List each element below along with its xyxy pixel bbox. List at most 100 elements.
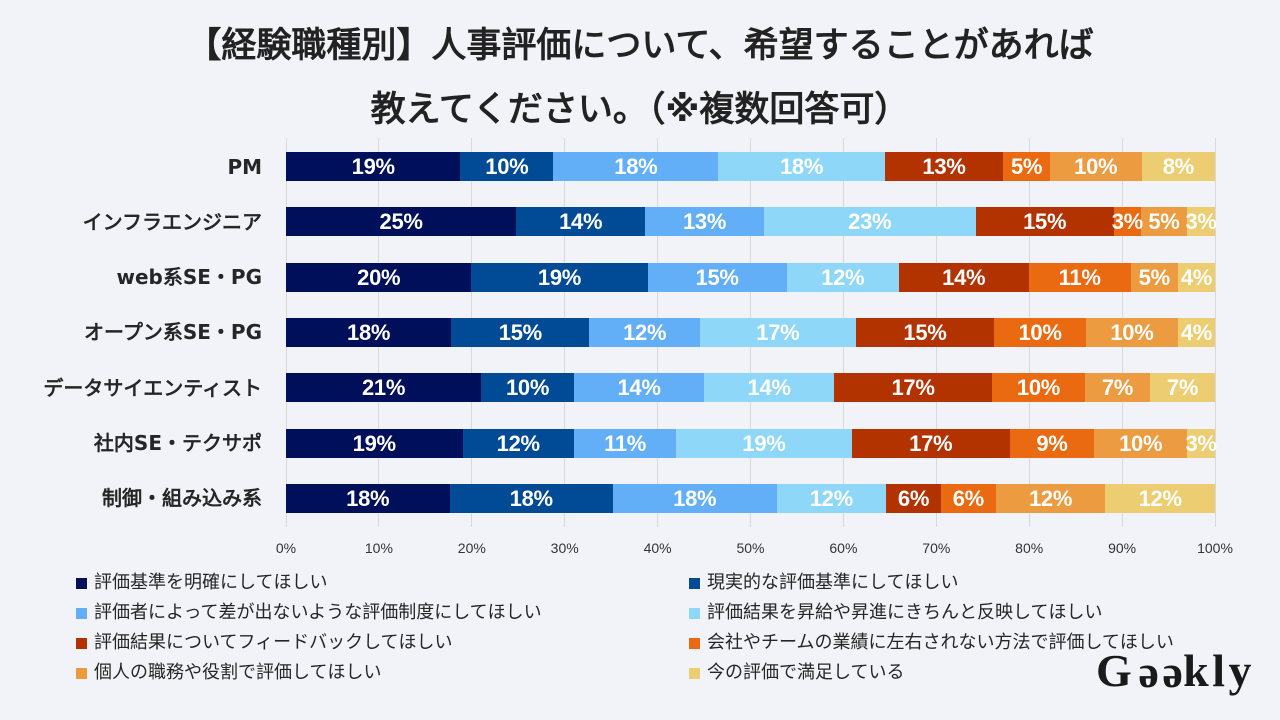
legend-swatch [689, 637, 700, 649]
legend-label: 評価結果を昇給や昇進にきちんと反映してほしい [707, 602, 1103, 623]
data-label: 19% [351, 154, 395, 179]
bar-segment [286, 207, 517, 237]
data-label: 14% [617, 375, 661, 401]
chart-title-line-2: 教えてください。（※複数回答可） [370, 90, 910, 130]
bar-segment [1113, 207, 1141, 237]
logo-letter: e [1135, 656, 1160, 707]
bar-segment [1084, 373, 1150, 403]
bar-segment [884, 152, 1004, 181]
gridline [1214, 138, 1216, 527]
x-tick-label: 100% [1197, 540, 1233, 556]
bar-segment [704, 373, 835, 403]
legend-swatch [76, 607, 87, 619]
bar-segment [481, 373, 574, 403]
bar-segment [940, 483, 996, 513]
legend-label: 評価基準を明確にしてほしい [94, 572, 328, 593]
bar-segment [1003, 152, 1050, 181]
bar-segment [1105, 483, 1215, 513]
data-label: 5% [1010, 154, 1043, 179]
legend-label: 今の評価で満足している [707, 662, 905, 683]
data-label: 12% [1028, 485, 1073, 511]
bar-segment [462, 428, 574, 458]
data-label: 19% [352, 430, 396, 456]
data-label: 5% [1148, 209, 1180, 235]
data-label: 15% [1023, 209, 1067, 235]
category-label: データサイエンティスト [43, 375, 262, 400]
bar-segment [645, 207, 764, 237]
bar-segment [573, 428, 677, 458]
bar-segment [676, 428, 852, 458]
x-tick-label: 0% [275, 540, 297, 556]
legend-swatch [76, 577, 87, 589]
bar-segment [1141, 152, 1215, 181]
data-label: 10% [1018, 319, 1062, 345]
bar-segment [975, 207, 1114, 237]
legend-swatch [76, 667, 87, 679]
bar-segment [286, 428, 463, 458]
bar-segment [647, 262, 787, 292]
data-label: 10% [1016, 375, 1061, 401]
geekly-logo: Geekly [1096, 645, 1255, 708]
bar-segment [449, 483, 613, 513]
data-label: 14% [747, 375, 791, 401]
legend-item: 現実的な評価基準にしてほしい [689, 571, 958, 595]
data-label: 13% [682, 209, 727, 235]
data-label: 6% [897, 485, 930, 511]
data-label: 15% [498, 319, 542, 345]
legend-item: 会社やチームの業績に左右されない方法で評価してほしい [689, 631, 1174, 655]
data-label: 20% [357, 264, 401, 290]
data-label: 17% [909, 430, 953, 456]
data-label: 12% [821, 264, 865, 290]
data-label: 12% [809, 485, 853, 511]
category-label: web系SE・PG [116, 265, 263, 290]
data-label: 15% [903, 319, 947, 345]
bar-segment [613, 483, 777, 513]
data-label: 19% [742, 430, 786, 456]
legend-item: 評価基準を明確にしてほしい [76, 571, 327, 595]
bar-segment [516, 207, 646, 237]
x-tick-label: 20% [457, 540, 486, 556]
data-label: 18% [347, 319, 391, 345]
bar-segment [1177, 262, 1215, 292]
bar-segment [460, 152, 554, 181]
bar-segment [699, 317, 856, 347]
bar-segment [471, 262, 648, 292]
legend-swatch [689, 577, 700, 589]
bar-segment [286, 262, 472, 292]
data-label: 12% [1138, 485, 1182, 511]
bar-segment [286, 317, 452, 347]
bar-segment [286, 483, 450, 513]
bar-segment [589, 317, 700, 347]
logo-letter: l [1212, 645, 1229, 696]
bar-segment [995, 483, 1106, 513]
bar-segment [992, 373, 1085, 403]
x-tick-label: 70% [922, 540, 951, 556]
bar-segment [851, 428, 1010, 458]
bar-segment [763, 207, 976, 237]
legend-swatch [76, 637, 87, 649]
bar-segment [1177, 317, 1215, 347]
data-label: 6% [952, 485, 985, 511]
bar-segment [1094, 428, 1188, 458]
logo-letter: e [1159, 656, 1184, 707]
data-label: 25% [379, 209, 423, 235]
data-label: 8% [1162, 154, 1195, 179]
bar-segment [718, 152, 885, 181]
data-label: 12% [496, 430, 540, 456]
data-label: 12% [623, 319, 667, 345]
data-label: 4% [1180, 264, 1213, 290]
data-label: 10% [1074, 154, 1118, 179]
logo-letter: G [1096, 645, 1136, 696]
bar-segment [1187, 428, 1215, 458]
legend-label: 評価者によって差が出ないような評価制度にしてほしい [94, 602, 542, 623]
legend-label: 会社やチームの業績に左右されない方法で評価してほしい [707, 632, 1174, 653]
data-label: 3% [1185, 209, 1217, 235]
data-label: 18% [779, 154, 824, 179]
data-label: 19% [537, 264, 582, 290]
logo-letter: k [1183, 645, 1213, 696]
x-tick-label: 50% [736, 540, 765, 556]
data-label: 14% [559, 209, 603, 235]
legend-swatch [689, 607, 700, 619]
data-label: 15% [695, 264, 739, 290]
legend-item: 個人の職務や役割で評価してほしい [76, 661, 381, 685]
